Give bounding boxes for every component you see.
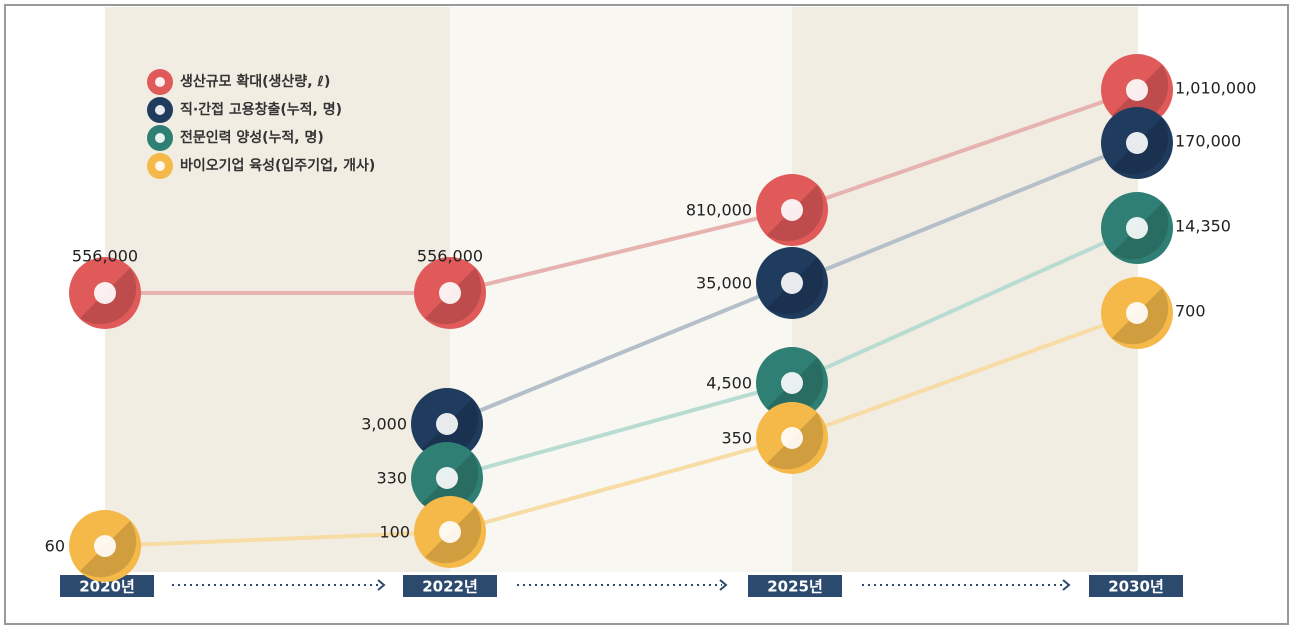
data-label: 1,010,000 <box>1175 79 1256 98</box>
legend-icon <box>155 161 165 171</box>
data-label: 14,350 <box>1175 217 1231 236</box>
data-label: 3,000 <box>361 415 407 434</box>
year-box <box>1089 575 1183 597</box>
marker-icon <box>436 467 458 489</box>
data-label: 35,000 <box>696 274 752 293</box>
legend-label: 직·간접 고용창출(누적, 명) <box>180 101 342 118</box>
marker-icon <box>781 272 803 294</box>
marker-icon <box>1126 79 1148 101</box>
marker-icon <box>436 413 458 435</box>
x-tick-label: 2025년 <box>767 578 823 596</box>
marker-icon <box>439 282 461 304</box>
data-label: 60 <box>45 537 65 556</box>
series-line <box>105 88 1138 295</box>
legend-label: 생산규모 확대(생산량, ℓ) <box>180 73 330 90</box>
data-label: 330 <box>376 469 407 488</box>
data-label: 100 <box>379 523 410 542</box>
marker-icon <box>94 282 116 304</box>
legend-label: 바이오기업 육성(입주기업, 개사) <box>180 157 375 174</box>
marker-icon <box>781 199 803 221</box>
data-label: 170,000 <box>1175 132 1241 151</box>
data-label: 556,000 <box>417 247 483 266</box>
x-tick-label: 2030년 <box>1108 578 1164 596</box>
legend-icon <box>155 77 165 87</box>
x-tick-label: 2020년 <box>79 578 135 596</box>
data-label: 556,000 <box>72 247 138 266</box>
legend-icon <box>155 133 165 143</box>
arrow-heads <box>377 579 1071 591</box>
marker-icon <box>1126 132 1148 154</box>
year-box <box>60 575 154 597</box>
data-label: 350 <box>721 429 752 448</box>
year-box <box>403 575 497 597</box>
data-label: 4,500 <box>706 374 752 393</box>
x-tick-label: 2022년 <box>422 578 478 596</box>
legend-label: 전문인력 양성(누적, 명) <box>180 129 324 146</box>
data-label: 810,000 <box>686 201 752 220</box>
band <box>450 7 792 572</box>
marker-icon <box>439 521 461 543</box>
year-box <box>748 575 842 597</box>
legend-icon <box>155 105 165 115</box>
marker-icon <box>1126 302 1148 324</box>
data-label: 700 <box>1175 302 1206 321</box>
band <box>792 7 1138 572</box>
marker-icon <box>1126 217 1148 239</box>
marker-icon <box>781 372 803 394</box>
marker-icon <box>781 427 803 449</box>
marker-icon <box>94 535 116 557</box>
series-line <box>104 311 1138 548</box>
